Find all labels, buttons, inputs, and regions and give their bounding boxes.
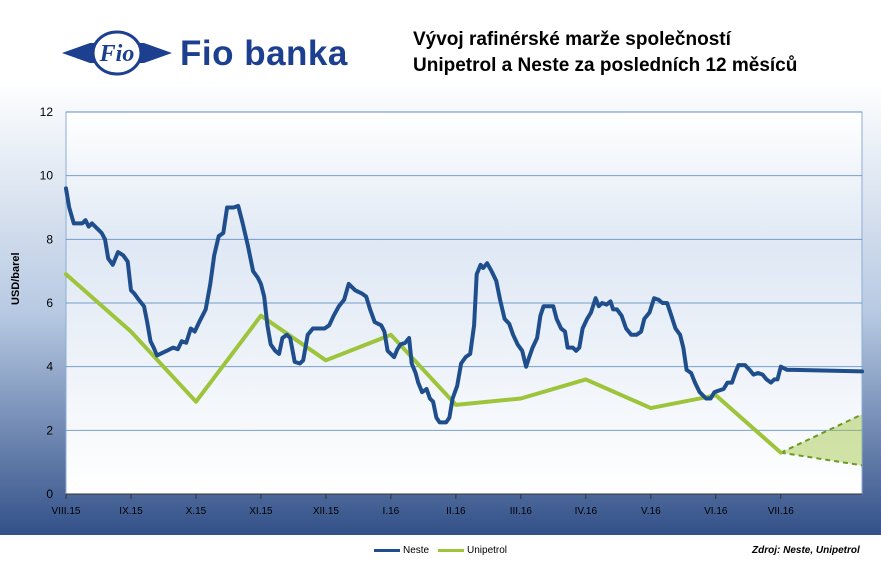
source-note: Zdroj: Neste, Unipetrol: [752, 545, 860, 556]
x-tick-label: XII.15: [313, 506, 340, 517]
brand-name: Fio banka: [180, 34, 348, 73]
x-tick-labels: VIII.15 IX.15 X.15 XI.15 XII.15 I.16 II.16 III.…: [52, 494, 795, 517]
x-tick-label: IV.16: [575, 506, 598, 517]
x-tick-label: XI.15: [249, 506, 273, 517]
legend-label-unipetrol: Unipetrol: [467, 545, 508, 556]
legend-background: [0, 535, 881, 571]
legend-item-neste: Neste: [374, 545, 429, 556]
x-tick-label: X.15: [186, 506, 207, 517]
x-tick-label: V.16: [641, 506, 661, 517]
legend-swatch-neste: [374, 548, 400, 552]
y-tick-label: 4: [46, 360, 53, 374]
x-tick-label: IX.15: [119, 506, 143, 517]
legend-swatch-unipetrol: [438, 548, 464, 552]
x-tick-label: III.16: [510, 506, 533, 517]
x-tick-label: VIII.15: [52, 506, 81, 517]
gridlines: [66, 111, 862, 495]
x-tick-label: VII.16: [768, 506, 795, 517]
legend-label-neste: Neste: [403, 545, 430, 556]
series-line-neste: [64, 186, 864, 425]
y-tick-labels: 0 2 4 6 8 10 12: [40, 105, 54, 501]
x-tick-label: VI.16: [704, 506, 728, 517]
logo-text: Fio: [99, 41, 135, 67]
series-line-unipetrol: [64, 272, 783, 455]
legend-item-unipetrol: Unipetrol: [438, 545, 507, 556]
y-tick-label: 8: [46, 232, 53, 246]
fio-logo: Fio: [62, 30, 172, 76]
y-axis-label: USD/barel: [10, 252, 22, 305]
projection-upper-line: [780, 413, 863, 454]
y-tick-label: 2: [46, 423, 53, 437]
y-tick-label: 10: [40, 169, 54, 183]
projection-area: [780, 414, 862, 466]
x-tick-label: I.16: [383, 506, 400, 517]
y-tick-label: 12: [40, 105, 54, 119]
series-layer: [64, 186, 864, 467]
chart-title-line1: Vývoj rafinérské marže společností: [413, 29, 731, 50]
projection-lower-line: [780, 451, 863, 467]
chart-title-line2: Unipetrol a Neste za posledních 12 měsíc…: [413, 55, 798, 76]
y-tick-label: 0: [46, 487, 53, 501]
y-tick-label: 6: [46, 296, 53, 310]
x-tick-label: II.16: [446, 506, 466, 517]
